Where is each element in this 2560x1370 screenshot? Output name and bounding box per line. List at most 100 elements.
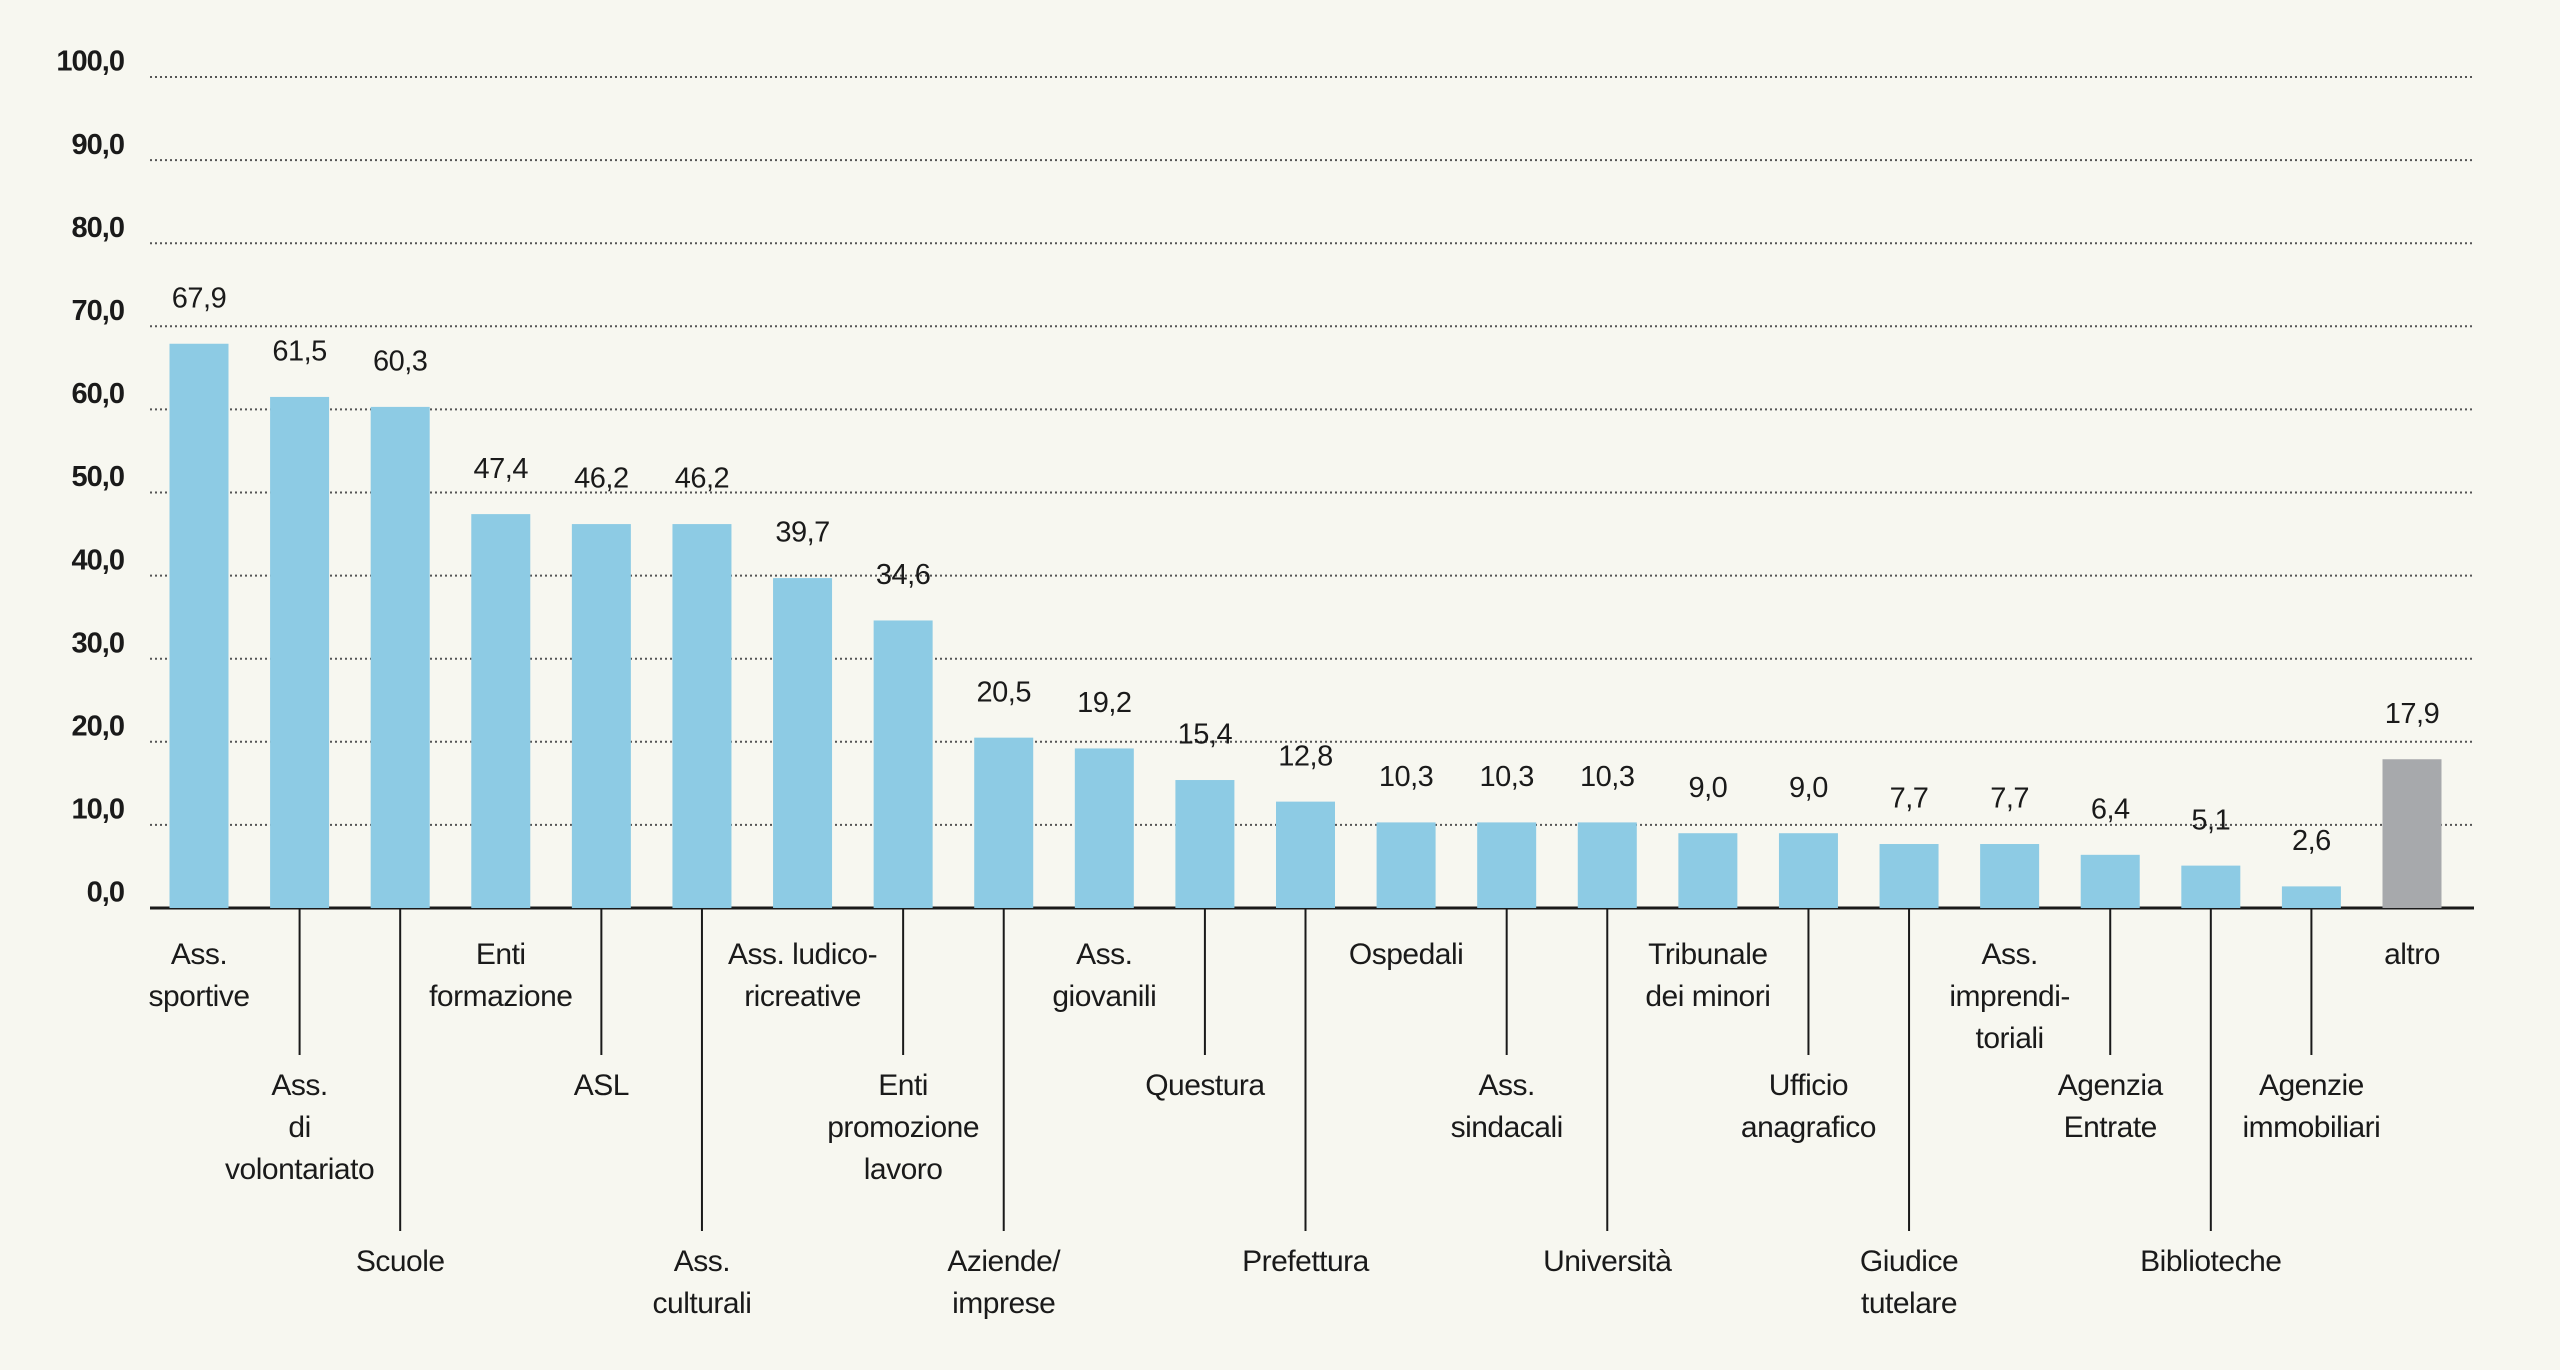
bar: [1980, 844, 2040, 908]
y-tick-label: 90,0: [72, 129, 124, 161]
value-label: 46,2: [574, 463, 628, 495]
value-label: 2,6: [2292, 825, 2331, 857]
label-line: Ass. ludico-: [728, 938, 877, 971]
bar: [270, 396, 330, 908]
label-line: Questura: [1145, 1069, 1265, 1102]
label-line: giovanili: [1052, 980, 1156, 1013]
x-tick-label: altro: [2384, 938, 2440, 971]
y-tick-label: 70,0: [72, 295, 124, 327]
bar: [873, 620, 933, 908]
label-line: Ass.: [1479, 1069, 1535, 1102]
value-label: 39,7: [775, 517, 829, 549]
label-line: Biblioteche: [2140, 1245, 2281, 1278]
y-tick-label: 100,0: [56, 46, 124, 78]
label-line: ricreative: [744, 980, 861, 1013]
value-label: 12,8: [1278, 740, 1332, 772]
bar: [672, 524, 732, 908]
label-line: Ass.: [1981, 938, 2037, 971]
y-tick-label: 40,0: [72, 544, 124, 576]
label-line: Agenzia: [2058, 1069, 2164, 1102]
label-line: imprese: [952, 1287, 1055, 1320]
value-label: 7,7: [1990, 783, 2029, 815]
label-line: di: [288, 1111, 310, 1144]
x-tick-label: Scuole: [356, 1245, 445, 1278]
label-line: Enti: [878, 1069, 928, 1102]
y-tick-label: 80,0: [72, 212, 124, 244]
bar: [1577, 822, 1637, 908]
y-tick-label: 30,0: [72, 627, 124, 659]
bar: [169, 343, 229, 909]
bar: [2181, 865, 2241, 908]
value-label: 34,6: [876, 559, 930, 591]
value-label: 60,3: [373, 346, 427, 378]
x-tick-label: ASL: [574, 1069, 629, 1102]
bar: [2382, 759, 2442, 908]
x-tick-label: Ass. sportive: [148, 938, 249, 1013]
label-line: Tribunale: [1648, 938, 1767, 971]
label-line: formazione: [429, 980, 572, 1013]
bar: [1879, 844, 1939, 908]
value-label: 6,4: [2091, 793, 2130, 825]
bar: [1477, 822, 1537, 908]
x-tick-label: Ass. culturali: [653, 1245, 752, 1320]
bar: [471, 514, 531, 908]
bar: [2281, 886, 2341, 908]
x-tick-label: Questura: [1145, 1069, 1265, 1102]
label-line: imprendi-: [1949, 980, 2070, 1013]
x-tick-label: Ass. ludico-ricreative: [728, 938, 877, 1013]
value-label: 9,0: [1688, 772, 1727, 804]
value-label: 7,7: [1890, 783, 1929, 815]
label-line: Ass.: [271, 1069, 327, 1102]
x-tick-label: Università: [1543, 1245, 1672, 1278]
label-line: culturali: [653, 1287, 752, 1320]
y-tick-label: 10,0: [72, 794, 124, 826]
value-label: 67,9: [172, 282, 226, 314]
label-line: Ospedali: [1349, 938, 1463, 971]
y-tick-label: 60,0: [72, 378, 124, 410]
bar: [773, 578, 833, 908]
x-tick-label: Ass. di volontariato: [225, 1069, 374, 1186]
x-tick-label: Giudice tutelare: [1860, 1245, 1958, 1320]
bar: [974, 737, 1034, 908]
label-line: Ass.: [1076, 938, 1132, 971]
x-tick-label: Ass. imprendi-toriali: [1949, 938, 2070, 1055]
value-label: 5,1: [2191, 804, 2230, 836]
x-tick-label: Biblioteche: [2140, 1245, 2281, 1278]
label-line: sindacali: [1451, 1111, 1563, 1144]
label-line: Università: [1543, 1245, 1672, 1278]
x-tick-label: Enti formazione: [429, 938, 572, 1013]
bar: [370, 406, 430, 908]
label-line: lavoro: [864, 1153, 943, 1186]
label-line: Entrate: [2064, 1111, 2157, 1144]
x-tick-label: Ass. sindacali: [1451, 1069, 1563, 1144]
label-line: Ass.: [171, 938, 227, 971]
label-line: promozione: [827, 1111, 979, 1144]
value-label: 47,4: [474, 453, 529, 485]
label-line: Ass.: [674, 1245, 730, 1278]
value-label: 19,2: [1077, 687, 1131, 719]
bar: [1778, 833, 1838, 908]
x-tick-label: Tribunale dei minori: [1645, 938, 1770, 1013]
y-tick-label: 50,0: [72, 461, 124, 493]
label-line: Scuole: [356, 1245, 445, 1278]
x-tick-label: Ufficio anagrafico: [1741, 1069, 1876, 1144]
label-line: Prefettura: [1242, 1245, 1370, 1278]
x-tick-label: Enti promozione lavoro: [827, 1069, 979, 1186]
x-tick-label: Agenzie immobiliari: [2242, 1069, 2380, 1144]
label-line: ASL: [574, 1069, 629, 1102]
y-tick-label: 0,0: [87, 877, 124, 909]
y-tick-label: 20,0: [72, 710, 124, 742]
label-line: Agenzie: [2259, 1069, 2364, 1102]
label-line: altro: [2384, 938, 2440, 971]
x-tick-label: Aziende/imprese: [947, 1245, 1061, 1320]
label-line: Aziende/: [947, 1245, 1061, 1278]
value-label: 10,3: [1479, 761, 1533, 793]
label-line: Ufficio: [1769, 1069, 1848, 1102]
bar: [571, 524, 631, 908]
bar: [1376, 822, 1436, 908]
label-line: Enti: [476, 938, 526, 971]
label-line: immobiliari: [2242, 1111, 2380, 1144]
bar: [1074, 748, 1134, 908]
label-line: sportive: [148, 980, 249, 1013]
